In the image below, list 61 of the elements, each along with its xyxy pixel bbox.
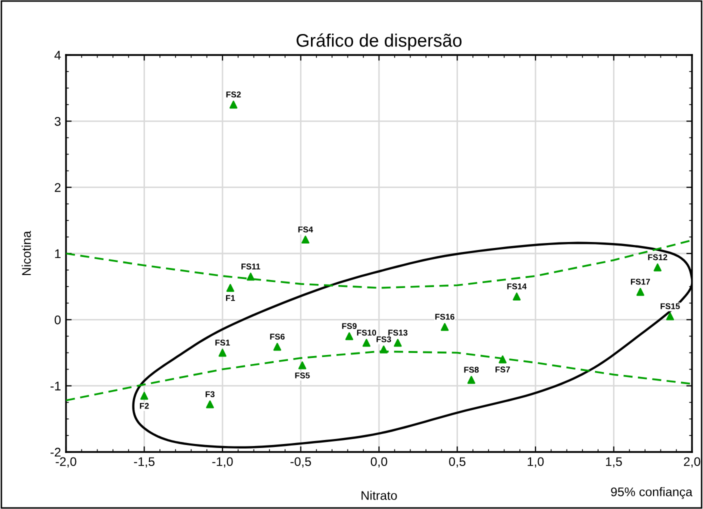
point <box>467 376 476 384</box>
annotation: F3 <box>206 391 215 398</box>
x-tick-label: -2,0 <box>56 457 76 468</box>
point <box>140 392 148 400</box>
annotation: FS15 <box>660 303 680 310</box>
point <box>226 284 234 292</box>
annotation: FS14 <box>507 283 527 290</box>
x-tick-label: 1,5 <box>606 457 622 468</box>
annotation: FS17 <box>630 278 650 285</box>
annotation: FS9 <box>342 323 357 330</box>
y-tick-label: 4 <box>54 50 61 60</box>
point <box>380 345 388 354</box>
x-tick-label: -1,0 <box>212 457 233 468</box>
y-tick-label: 1 <box>55 249 61 258</box>
x-axis-title: Nitrato <box>362 490 397 500</box>
y-tick-label: -2 <box>50 448 61 457</box>
chart-title: Gráfico de dispersão <box>296 33 462 50</box>
annotation: FS11 <box>242 264 260 270</box>
text: 95% confiança <box>611 487 692 499</box>
x-tick-label: 1,0 <box>528 457 544 468</box>
point <box>394 338 402 347</box>
point <box>654 263 662 272</box>
x-tick-label: 2,0 <box>684 457 700 468</box>
point <box>206 400 214 408</box>
annotation: FS7 <box>496 366 510 372</box>
point <box>636 288 644 296</box>
annotation: FS8 <box>464 366 479 373</box>
annotation: FS10 <box>357 330 376 336</box>
point <box>440 322 449 331</box>
point <box>246 272 255 281</box>
annotation: FS3 <box>376 336 392 342</box>
annotation: FS16 <box>435 314 454 320</box>
x-tick-label: -1,5 <box>134 457 154 468</box>
y-tick-label: 0 <box>54 315 61 324</box>
x-tick-label: 0,5 <box>449 457 466 468</box>
point <box>666 312 674 320</box>
y-tick-label: 2 <box>54 183 61 192</box>
annotation: F1 <box>226 295 235 301</box>
x-tick-label: 0,0 <box>370 457 388 468</box>
point <box>301 236 310 244</box>
annotation: FS6 <box>270 334 285 340</box>
point <box>298 361 306 370</box>
point <box>345 332 354 340</box>
x-tick-label: -0,5 <box>290 457 311 468</box>
annotation: FS4 <box>298 226 314 232</box>
point <box>273 342 282 351</box>
annotation: FS13 <box>388 330 408 336</box>
annotation: FS5 <box>295 372 310 378</box>
y-tick-label: -1 <box>50 382 61 390</box>
annotation: FS1 <box>215 340 230 346</box>
annotation: FS12 <box>648 254 668 260</box>
point <box>230 100 238 109</box>
point <box>512 292 521 300</box>
annotation: FS2 <box>226 92 241 98</box>
annotation: F2 <box>140 402 149 409</box>
point <box>218 348 226 357</box>
point <box>498 355 507 364</box>
line-series <box>66 239 692 289</box>
point <box>362 338 370 347</box>
y-axis-title: Nicotina <box>22 230 31 276</box>
y-tick-label: 3 <box>54 116 61 126</box>
